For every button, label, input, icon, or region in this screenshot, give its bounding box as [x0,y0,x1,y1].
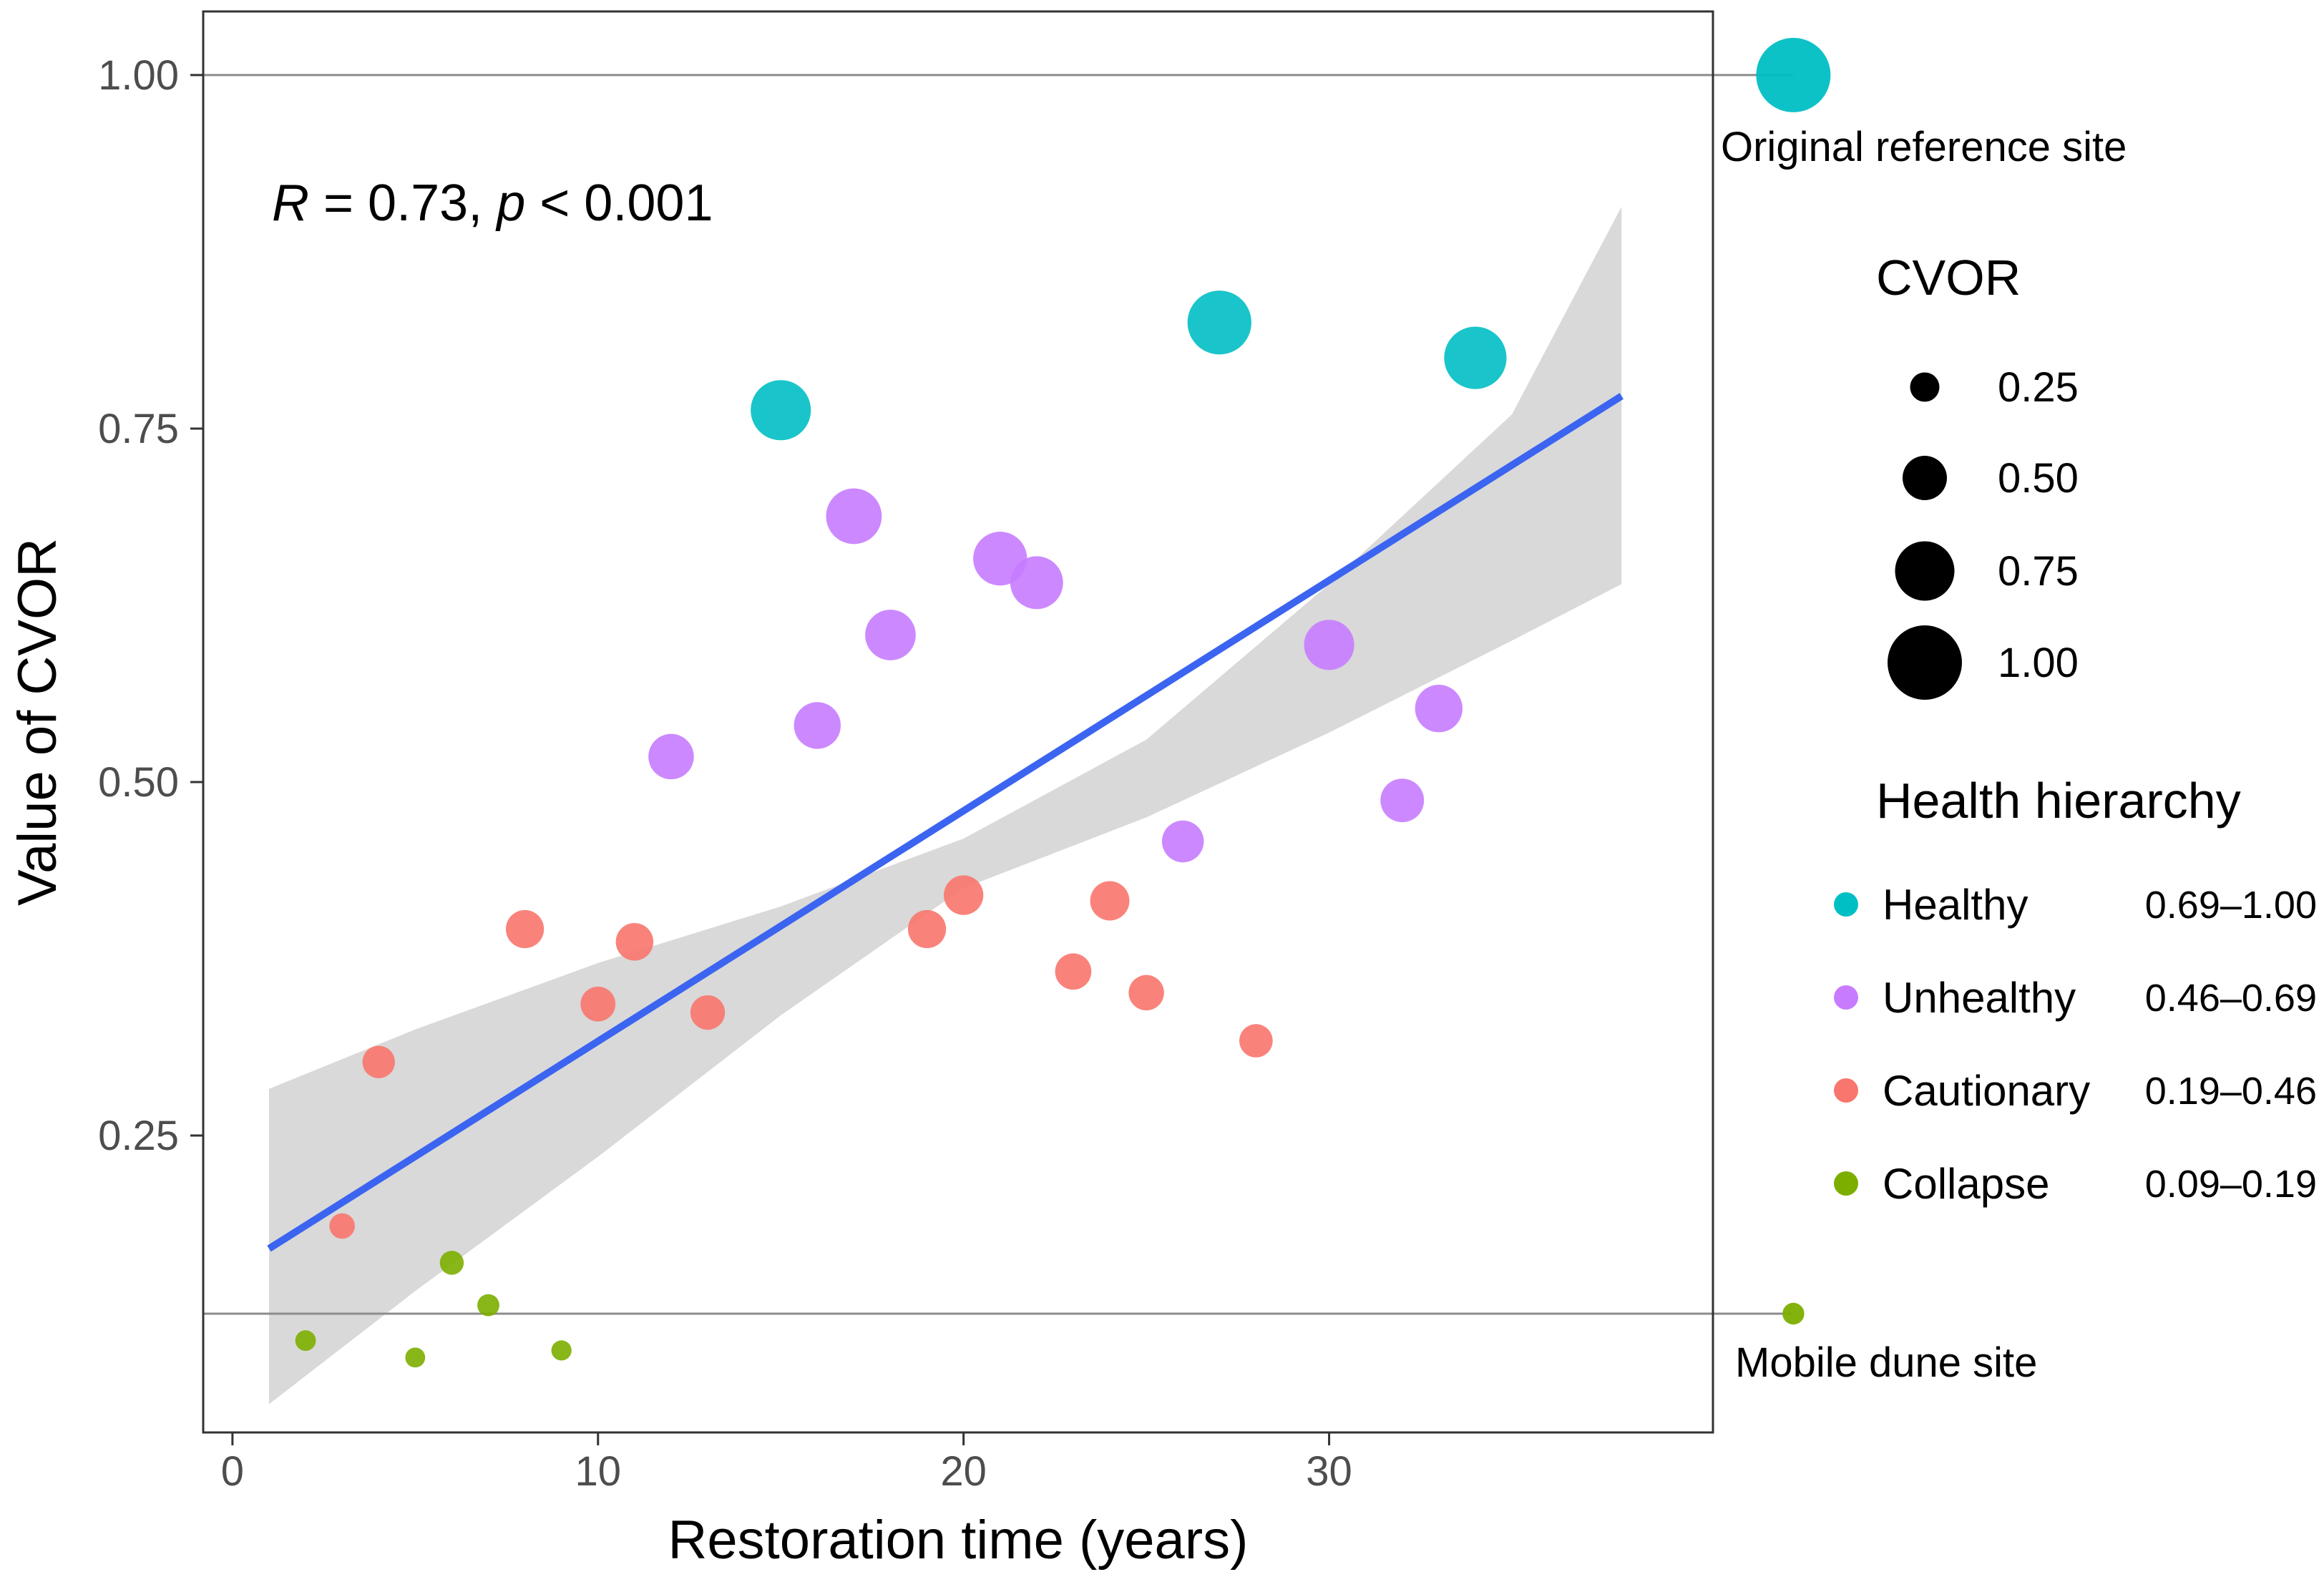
data-point [944,875,984,915]
data-point [551,1340,572,1361]
data-point [439,1251,464,1275]
x-tick-label: 30 [1306,1448,1352,1495]
data-point [362,1045,395,1078]
data-point [1090,881,1130,921]
size-legend-label: 0.75 [1998,548,2079,595]
size-legend-title: CVOR [1876,250,2021,306]
data-point [865,610,916,660]
color-legend-range: 0.09–0.19 [2145,1163,2317,1206]
data-point [1055,953,1092,990]
data-point [1444,326,1507,389]
color-legend-key [1834,985,1858,1010]
reference-site-label: Mobile dune site [1735,1339,2037,1386]
correlation-annotation: R = 0.73, p < 0.001 [272,175,713,232]
data-point [405,1347,426,1368]
x-tick-label: 20 [940,1448,987,1495]
data-point [1010,556,1063,610]
color-legend-key [1834,892,1858,917]
regression-line [267,393,1624,1252]
data-point [1415,685,1463,733]
size-legend-key [1910,372,1940,402]
data-point [477,1294,499,1317]
color-legend-range: 0.19–0.46 [2145,1070,2317,1113]
size-legend-label: 0.50 [1998,455,2079,502]
size-legend-key [1888,625,1962,700]
data-point [690,995,726,1030]
p-symbol: p [495,175,525,232]
y-axis-title: Value of CVOR [7,538,68,906]
data-point [751,380,811,441]
color-legend-label: Cautionary [1883,1067,2090,1115]
size-legend-label: 0.25 [1998,364,2079,411]
data-point [615,923,654,961]
data-point [1239,1024,1273,1058]
color-legend-key [1834,1171,1858,1196]
color-legend-range: 0.46–0.69 [2145,977,2317,1020]
data-point [580,986,616,1022]
color-legend-range: 0.69–1.00 [2145,884,2317,927]
confidence-band [268,206,1622,1405]
r-symbol: R [272,175,309,232]
color-legend-label: Healthy [1883,881,2028,929]
data-point [1161,820,1204,863]
data-point [295,1330,316,1351]
data-point [648,733,694,780]
x-tick-label: 0 [221,1448,244,1495]
size-legend-label: 1.00 [1998,640,2079,686]
p-value: < 0.001 [525,175,713,232]
data-point [1304,620,1354,670]
x-axis-title: Restoration time (years) [668,1510,1249,1571]
data-point [505,909,545,949]
data-point [794,702,841,749]
color-legend-key [1834,1078,1858,1103]
r-value: = 0.73, [309,175,497,232]
data-point [1380,778,1425,823]
plot-border [202,10,1714,1434]
x-tick-label: 10 [575,1448,622,1495]
reference-site-marker [1756,37,1831,112]
size-legend-key [1895,541,1955,601]
color-legend-label: Unhealthy [1883,974,2076,1022]
size-legend-key [1903,456,1947,500]
y-tick-label: 0.25 [98,1113,179,1159]
data-point [1128,975,1164,1011]
color-legend-label: Collapse [1883,1160,2049,1208]
data-point [907,909,947,949]
reference-site-marker [1782,1302,1805,1325]
data-point [1187,290,1251,355]
reference-site-label: Original reference site [1721,124,2127,170]
y-tick-label: 0.75 [98,406,179,452]
data-point [826,488,882,545]
data-point [329,1213,355,1239]
y-tick-label: 1.00 [98,52,179,99]
y-tick-label: 0.50 [98,759,179,806]
color-legend-title: Health hierarchy [1876,773,2241,829]
